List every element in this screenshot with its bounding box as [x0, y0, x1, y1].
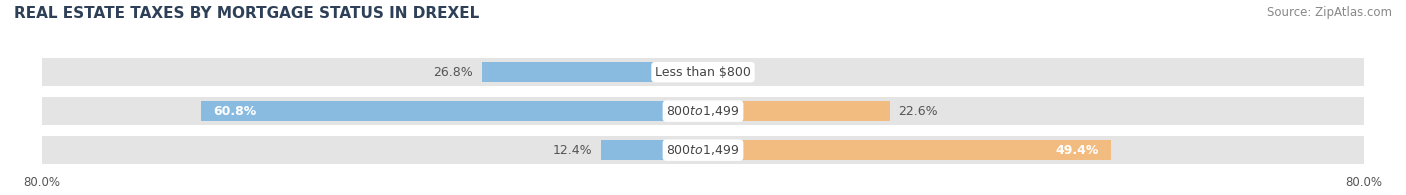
Text: 49.4%: 49.4%: [1056, 144, 1098, 157]
Bar: [703, 140, 1111, 160]
Bar: [482, 62, 703, 82]
Text: 0.0%: 0.0%: [711, 66, 744, 79]
Text: Less than $800: Less than $800: [655, 66, 751, 79]
Text: 12.4%: 12.4%: [553, 144, 592, 157]
Bar: [42, 136, 1364, 164]
Text: $800 to $1,499: $800 to $1,499: [666, 104, 740, 118]
Bar: [42, 97, 1364, 125]
Text: 60.8%: 60.8%: [214, 105, 256, 118]
Text: 26.8%: 26.8%: [433, 66, 474, 79]
Bar: [42, 58, 1364, 86]
Text: $800 to $1,499: $800 to $1,499: [666, 143, 740, 157]
Bar: [201, 101, 703, 121]
Bar: [600, 140, 703, 160]
Text: REAL ESTATE TAXES BY MORTGAGE STATUS IN DREXEL: REAL ESTATE TAXES BY MORTGAGE STATUS IN …: [14, 6, 479, 21]
Text: 22.6%: 22.6%: [898, 105, 938, 118]
Text: Source: ZipAtlas.com: Source: ZipAtlas.com: [1267, 6, 1392, 19]
Bar: [703, 101, 890, 121]
